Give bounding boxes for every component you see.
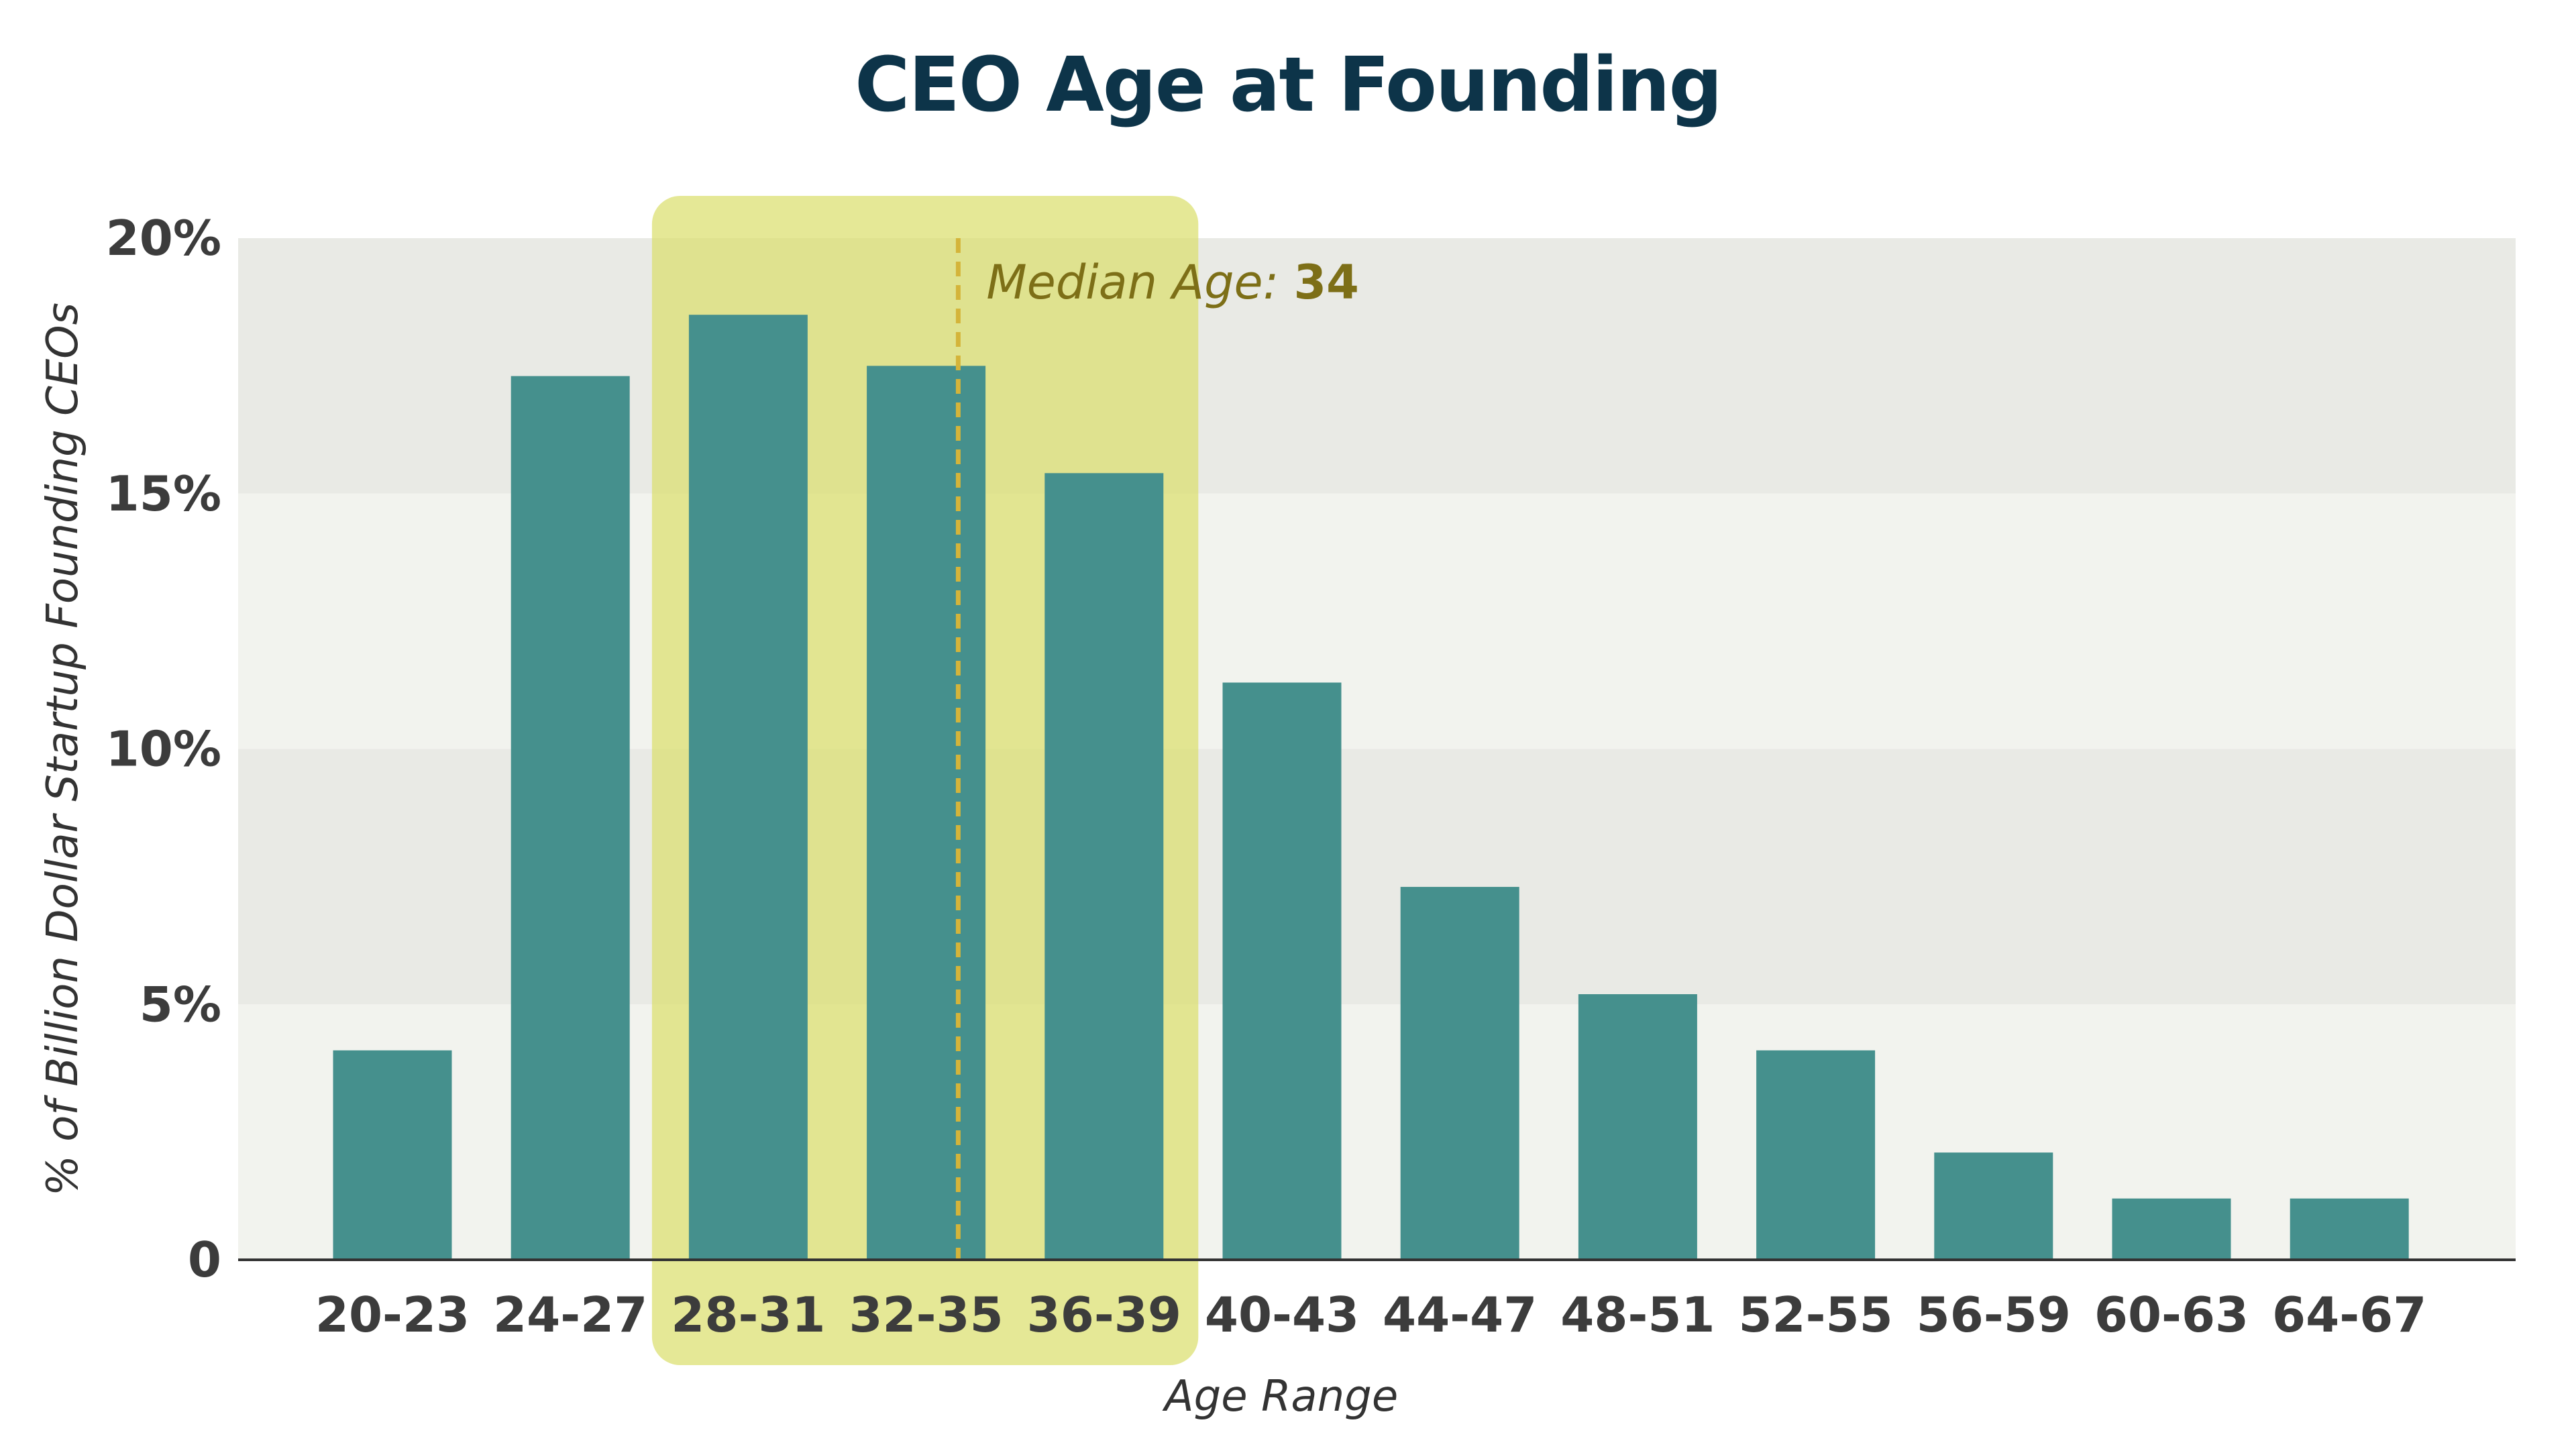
bar-52-55 (1756, 1050, 1876, 1260)
x-axis-ticks: 20-23 24-27 28-31 32-35 36-39 40-43 44-47 48-51… (315, 1287, 2426, 1343)
bar-24-27 (511, 376, 630, 1260)
bars (333, 315, 2409, 1260)
y-axis-label: % of Billion Dollar Startup Founding CEO… (38, 303, 88, 1196)
x-tick-label: 36-39 (1027, 1287, 1181, 1343)
x-axis-label: Age Range (1162, 1372, 1398, 1421)
x-tick-label: 40-43 (1205, 1287, 1359, 1343)
x-tick-label: 44-47 (1383, 1287, 1537, 1343)
y-tick-label: 5% (140, 976, 221, 1032)
x-tick-label: 52-55 (1738, 1287, 1892, 1343)
y-tick-label: 20% (106, 210, 221, 266)
median-label-value: 34 (1293, 255, 1358, 310)
x-tick-label: 20-23 (315, 1287, 470, 1343)
y-tick-label: 0 (188, 1232, 221, 1288)
median-label: Median Age: 34 (986, 255, 1359, 310)
x-tick-label: 60-63 (2094, 1287, 2249, 1343)
x-tick-label: 32-35 (849, 1287, 1003, 1343)
x-tick-label: 24-27 (493, 1287, 647, 1343)
y-tick-label: 10% (106, 721, 221, 777)
bar-64-67 (2290, 1198, 2409, 1260)
y-tick-label: 15% (106, 466, 221, 522)
chart-title: CEO Age at Founding (855, 42, 1721, 129)
x-tick-label: 56-59 (1917, 1287, 2071, 1343)
bar-36-39 (1044, 473, 1164, 1260)
bar-44-47 (1400, 887, 1519, 1260)
bar-32-35 (867, 366, 986, 1260)
bar-48-51 (1578, 994, 1697, 1260)
bar-20-23 (333, 1050, 452, 1260)
bar-28-31 (688, 315, 808, 1260)
bar-56-59 (1934, 1152, 2053, 1260)
median-label-text: Median Age: (986, 255, 1293, 310)
bar-40-43 (1222, 682, 1342, 1260)
x-tick-label: 48-51 (1560, 1287, 1715, 1343)
x-tick-label: 28-31 (671, 1287, 825, 1343)
y-axis-ticks: 0 5% 10% 15% 20% (106, 210, 221, 1288)
x-tick-label: 64-67 (2272, 1287, 2426, 1343)
bar-60-63 (2112, 1198, 2231, 1260)
